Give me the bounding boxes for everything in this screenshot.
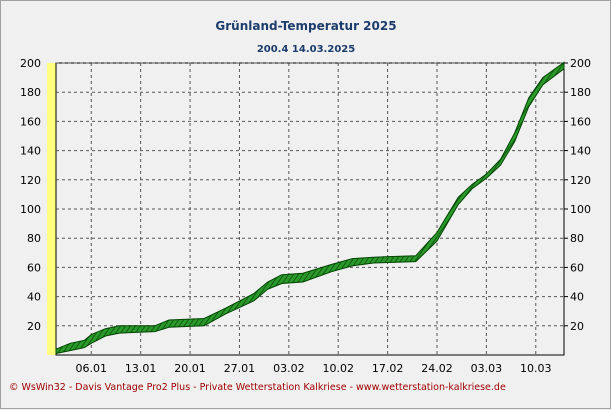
y-tick-label-left: 140 [20, 145, 41, 158]
x-tick-label: 27.01 [224, 362, 256, 375]
grid-lines [56, 62, 564, 355]
x-tick-label: 10.03 [520, 362, 552, 375]
y-tick-label-left: 20 [27, 320, 41, 333]
x-tick-label: 24.02 [421, 362, 453, 375]
x-tick-label: 17.02 [372, 362, 404, 375]
y-tick-label-right: 120 [570, 174, 591, 187]
x-tick-label: 06.01 [76, 362, 108, 375]
y-tick-label-left: 200 [20, 57, 41, 70]
data-band [55, 61, 565, 355]
x-tick-label: 10.02 [322, 362, 354, 375]
y-tick-label-right: 160 [570, 115, 591, 128]
chart-subtitle: 200.4 14.03.2025 [257, 44, 355, 55]
y-tick-label-left: 100 [20, 203, 41, 216]
y-axis-left: 200 180 160 140 120 100 80 60 40 20 [20, 57, 41, 333]
chart-title: Grünland-Temperatur 2025 [215, 19, 396, 33]
y-tick-label-left: 60 [27, 261, 41, 274]
y-tick-label-left: 160 [20, 115, 41, 128]
y-tick-label-left: 40 [27, 291, 41, 304]
y-axis-right: 200 180 160 140 120 100 80 60 40 20 [564, 57, 591, 333]
x-axis: 06.01 13.01 20.01 27.01 03.02 10.02 17.02 24.02… [76, 362, 552, 375]
y-tick-label-right: 60 [570, 261, 584, 274]
x-tick-label: 03.03 [471, 362, 503, 375]
y-tick-label-right: 20 [570, 320, 584, 333]
y-tick-label-right: 200 [570, 57, 591, 70]
footer-credit: © WsWin32 - Davis Vantage Pro2 Plus - Pr… [9, 382, 506, 393]
x-tick-label: 13.01 [125, 362, 157, 375]
y-tick-label-right: 40 [570, 291, 584, 304]
y-tick-label-right: 180 [570, 86, 591, 99]
x-tick-label: 20.01 [174, 362, 206, 375]
y-tick-label-right: 140 [570, 145, 591, 158]
temperature-sum-band [55, 61, 565, 355]
y-tick-label-right: 80 [570, 232, 584, 245]
y-tick-label-left: 80 [27, 232, 41, 245]
y-tick-label-right: 100 [570, 203, 591, 216]
y-tick-label-left: 120 [20, 174, 41, 187]
y-tick-label-left: 180 [20, 86, 41, 99]
x-tick-label: 03.02 [273, 362, 305, 375]
y-axis-bar [47, 63, 56, 355]
